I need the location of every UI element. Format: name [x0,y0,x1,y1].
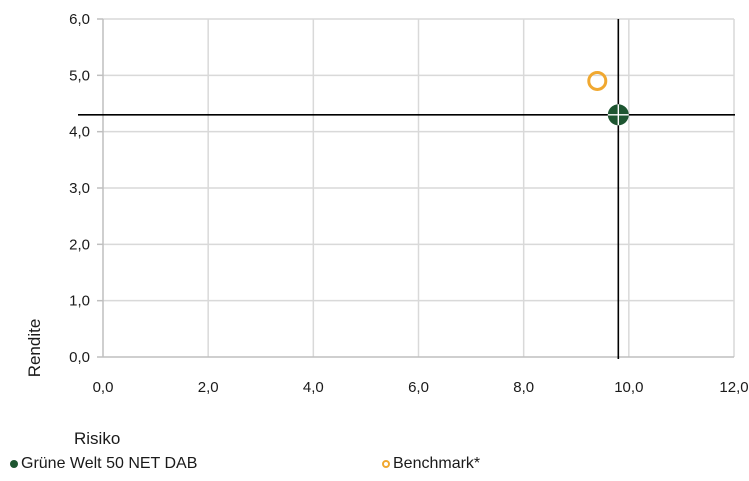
y-tick-label: 3,0 [69,180,90,197]
legend-marker-benchmark [382,460,390,468]
axes [97,18,734,358]
y-tick-label: 1,0 [69,293,90,310]
legend-label-benchmark: Benchmark* [393,455,481,472]
y-tick-label: 4,0 [69,124,90,141]
x-axis-title: Risiko [74,429,120,448]
y-tick-label: 5,0 [69,67,90,84]
reference-lines [78,19,735,359]
x-tick-label: 6,0 [408,379,429,396]
x-tick-label: 4,0 [303,379,324,396]
x-tick-label: 2,0 [198,379,219,396]
x-tick-label: 12,0 [719,379,748,396]
grid-lines [103,18,735,357]
x-tick-label: 0,0 [93,379,114,396]
y-tick-label: 0,0 [69,349,90,366]
x-tick-label: 10,0 [614,379,643,396]
y-tick-label: 2,0 [69,236,90,253]
data-point-benchmark [587,70,608,91]
x-tick-label: 8,0 [513,379,534,396]
y-tick-label: 6,0 [69,11,90,28]
legend-marker-fund [10,460,18,468]
data-points [587,70,629,126]
legend-label-fund: Grüne Welt 50 NET DAB [21,455,198,472]
legend-item-benchmark: Benchmark* [382,455,480,473]
legend-item-fund: Grüne Welt 50 NET DAB [10,455,197,473]
tick-labels: 0,0 1,0 2,0 3,0 4,0 5,0 6,0 0,0 2,0 4,0 6,0 8,0 10,0… [69,11,748,396]
legend: Grüne Welt 50 NET DAB Benchmark* [10,455,740,477]
y-axis-title: Rendite [25,319,44,378]
